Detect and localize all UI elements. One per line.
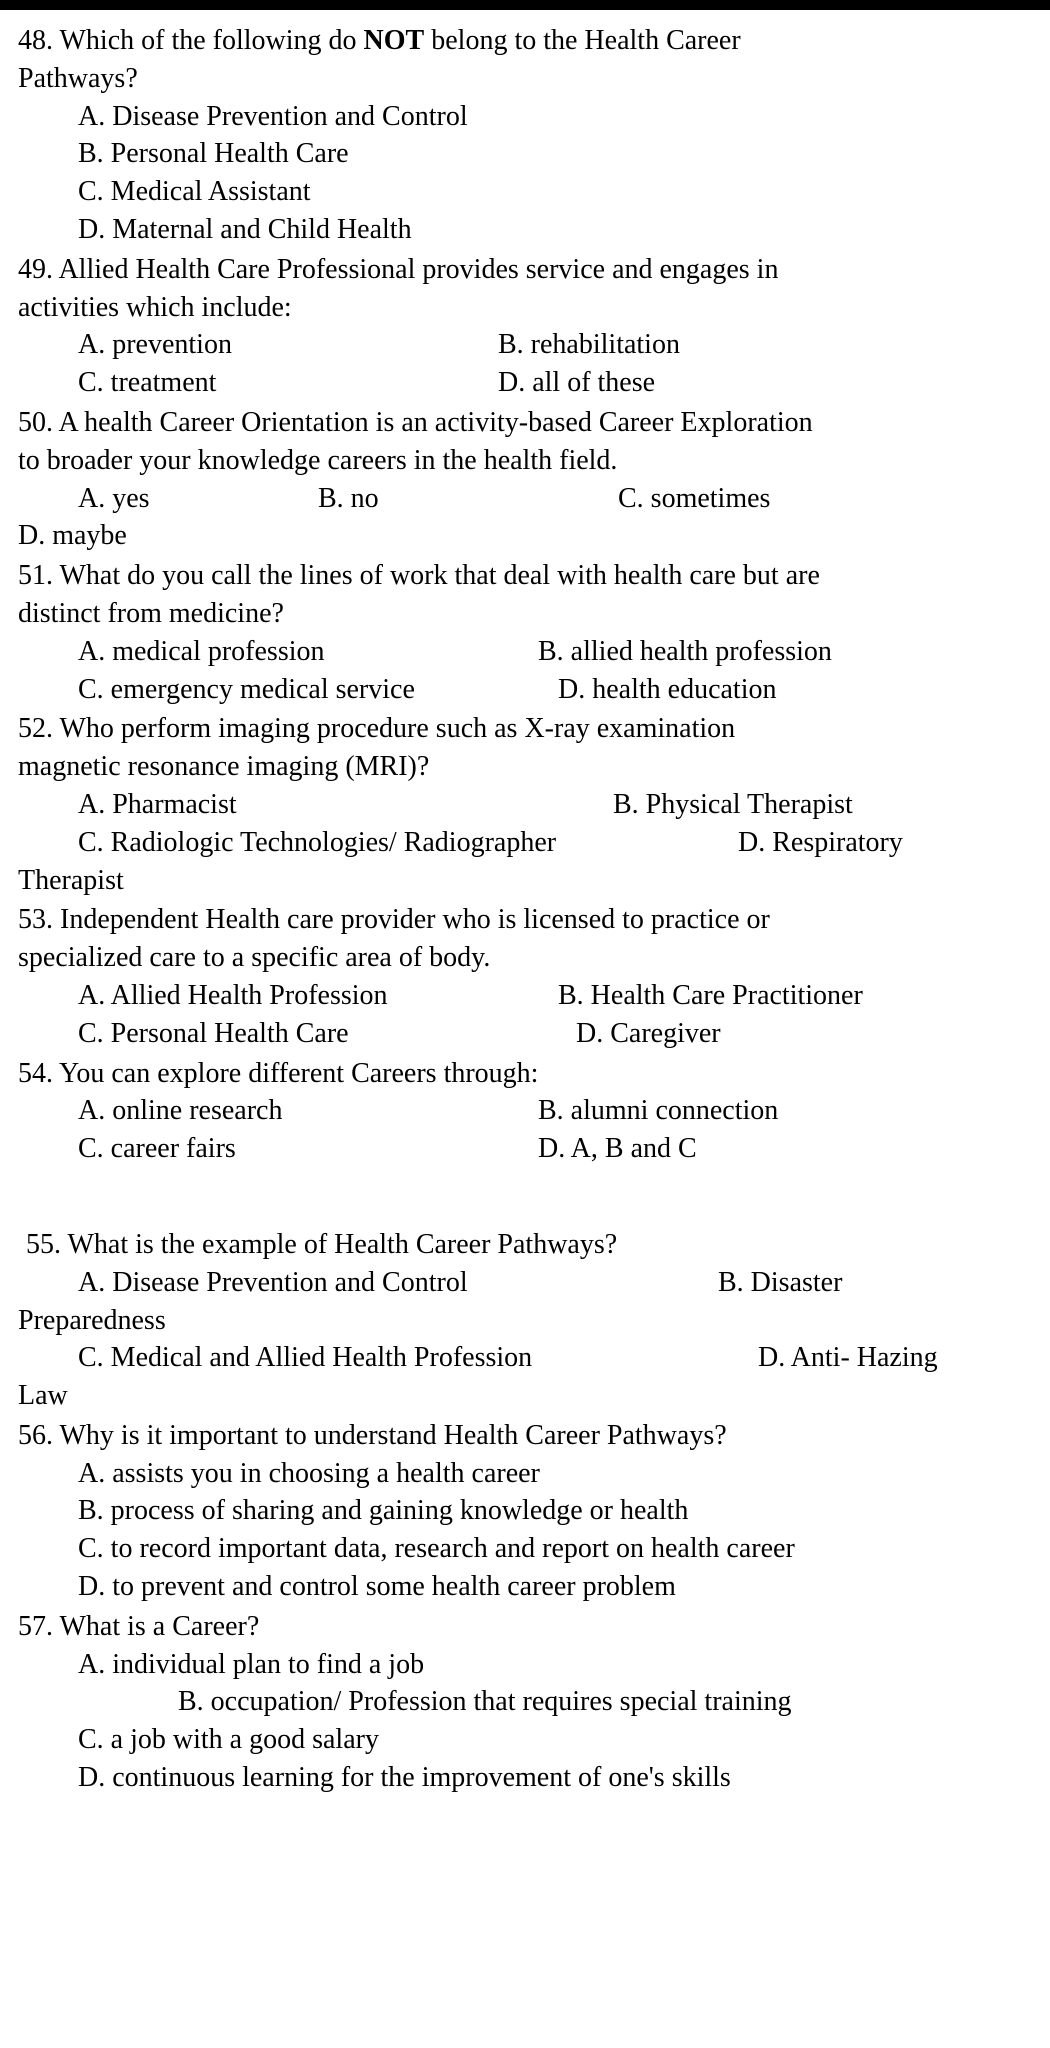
question-48: 48. Which of the following do NOT belong… <box>18 22 1040 249</box>
question-55: 55. What is the example of Health Career… <box>18 1226 1040 1415</box>
q57-option-d[interactable]: D. continuous learning for the improveme… <box>18 1759 1040 1797</box>
q56-option-c[interactable]: C. to record important data, research an… <box>18 1530 1040 1568</box>
q49-option-d[interactable]: D. all of these <box>498 364 1040 402</box>
q48-option-d[interactable]: D. Maternal and Child Health <box>18 211 1040 249</box>
question-49: 49. Allied Health Care Professional prov… <box>18 251 1040 402</box>
q54-stem: 54. You can explore different Careers th… <box>18 1055 1040 1093</box>
q56-option-d[interactable]: D. to prevent and control some health ca… <box>18 1568 1040 1606</box>
q49-option-a[interactable]: A. prevention <box>18 326 498 364</box>
q49-stem-1: 49. Allied Health Care Professional prov… <box>18 251 1040 289</box>
q54-option-d[interactable]: D. A, B and C <box>538 1130 1040 1168</box>
q52-option-a[interactable]: A. Pharmacist <box>18 786 558 824</box>
q53-option-b[interactable]: B. Health Care Practitioner <box>558 977 1040 1015</box>
q51-option-a[interactable]: A. medical profession <box>18 633 538 671</box>
q51-option-c[interactable]: C. emergency medical service <box>18 671 558 709</box>
question-51: 51. What do you call the lines of work t… <box>18 557 1040 708</box>
q51-option-d[interactable]: D. health education <box>558 671 1040 709</box>
q49-option-c[interactable]: C. treatment <box>18 364 498 402</box>
q51-option-b[interactable]: B. allied health profession <box>538 633 1040 671</box>
question-48-stem: 48. Which of the following do NOT belong… <box>18 22 1040 60</box>
q53-option-a[interactable]: A. Allied Health Profession <box>18 977 558 1015</box>
q56-stem: 56. Why is it important to understand He… <box>18 1417 1040 1455</box>
q48-option-b[interactable]: B. Personal Health Care <box>18 135 1040 173</box>
question-52: 52. Who perform imaging procedure such a… <box>18 710 1040 899</box>
q49-option-b[interactable]: B. rehabilitation <box>498 326 1040 364</box>
q51-stem-2: distinct from medicine? <box>18 595 1040 633</box>
q51-stem-1: 51. What do you call the lines of work t… <box>18 557 1040 595</box>
q52-option-c[interactable]: C. Radiologic Technologies/ Radiographer <box>18 824 738 862</box>
q48-stem-b: belong to the Health Career <box>424 25 740 56</box>
q55-option-b[interactable]: B. Disaster <box>718 1264 842 1302</box>
q55-option-d[interactable]: D. Anti- Hazing <box>758 1339 938 1377</box>
q56-option-a[interactable]: A. assists you in choosing a health care… <box>18 1455 1040 1493</box>
q50-option-d[interactable]: D. maybe <box>18 517 1040 555</box>
q57-stem: 57. What is a Career? <box>18 1608 1040 1646</box>
q54-option-b[interactable]: B. alumni connection <box>538 1092 1040 1130</box>
q55-stem: 55. What is the example of Health Career… <box>18 1226 1040 1264</box>
q48-option-c[interactable]: C. Medical Assistant <box>18 173 1040 211</box>
q53-stem-2: specialized care to a specific area of b… <box>18 939 1040 977</box>
q55-option-b-wrap: Preparedness <box>18 1302 1040 1340</box>
q55-option-a[interactable]: A. Disease Prevention and Control <box>18 1264 718 1302</box>
q54-option-c[interactable]: C. career fairs <box>18 1130 538 1168</box>
top-black-bar <box>0 0 1050 10</box>
q48-stem-bold: NOT <box>364 25 425 56</box>
q55-option-c[interactable]: C. Medical and Allied Health Profession <box>18 1339 758 1377</box>
q57-option-c[interactable]: C. a job with a good salary <box>18 1721 1040 1759</box>
q52-option-b[interactable]: B. Physical Therapist <box>558 786 1040 824</box>
q48-stem-line2: Pathways? <box>18 60 1040 98</box>
q53-option-c[interactable]: C. Personal Health Care <box>18 1015 558 1053</box>
q50-option-a[interactable]: A. yes <box>18 480 318 518</box>
question-50: 50. A health Career Orientation is an ac… <box>18 404 1040 555</box>
document-body: 48. Which of the following do NOT belong… <box>18 0 1040 1797</box>
q52-option-d-wrap: Therapist <box>18 862 1040 900</box>
q50-option-c[interactable]: C. sometimes <box>618 480 1040 518</box>
q48-option-a[interactable]: A. Disease Prevention and Control <box>18 98 1040 136</box>
q54-option-a[interactable]: A. online research <box>18 1092 538 1130</box>
q50-option-b[interactable]: B. no <box>318 480 618 518</box>
question-57: 57. What is a Career? A. individual plan… <box>18 1608 1040 1797</box>
q52-option-d[interactable]: D. Respiratory <box>738 824 903 862</box>
q53-option-d[interactable]: D. Caregiver <box>558 1015 1040 1053</box>
q48-stem-a: 48. Which of the following do <box>18 25 364 56</box>
q52-stem-2: magnetic resonance imaging (MRI)? <box>18 748 1040 786</box>
question-56: 56. Why is it important to understand He… <box>18 1417 1040 1606</box>
q57-option-b[interactable]: B. occupation/ Profession that requires … <box>18 1683 1040 1721</box>
q57-option-a[interactable]: A. individual plan to find a job <box>18 1646 1040 1684</box>
q49-stem-2: activities which include: <box>18 289 1040 327</box>
q50-stem-1: 50. A health Career Orientation is an ac… <box>18 404 1040 442</box>
q53-stem-1: 53. Independent Health care provider who… <box>18 901 1040 939</box>
q56-option-b[interactable]: B. process of sharing and gaining knowle… <box>18 1492 1040 1530</box>
q55-option-d-wrap: Law <box>18 1377 1040 1415</box>
question-54: 54. You can explore different Careers th… <box>18 1055 1040 1168</box>
q52-stem-1: 52. Who perform imaging procedure such a… <box>18 710 1040 748</box>
question-53: 53. Independent Health care provider who… <box>18 901 1040 1052</box>
q50-stem-2: to broader your knowledge careers in the… <box>18 442 1040 480</box>
